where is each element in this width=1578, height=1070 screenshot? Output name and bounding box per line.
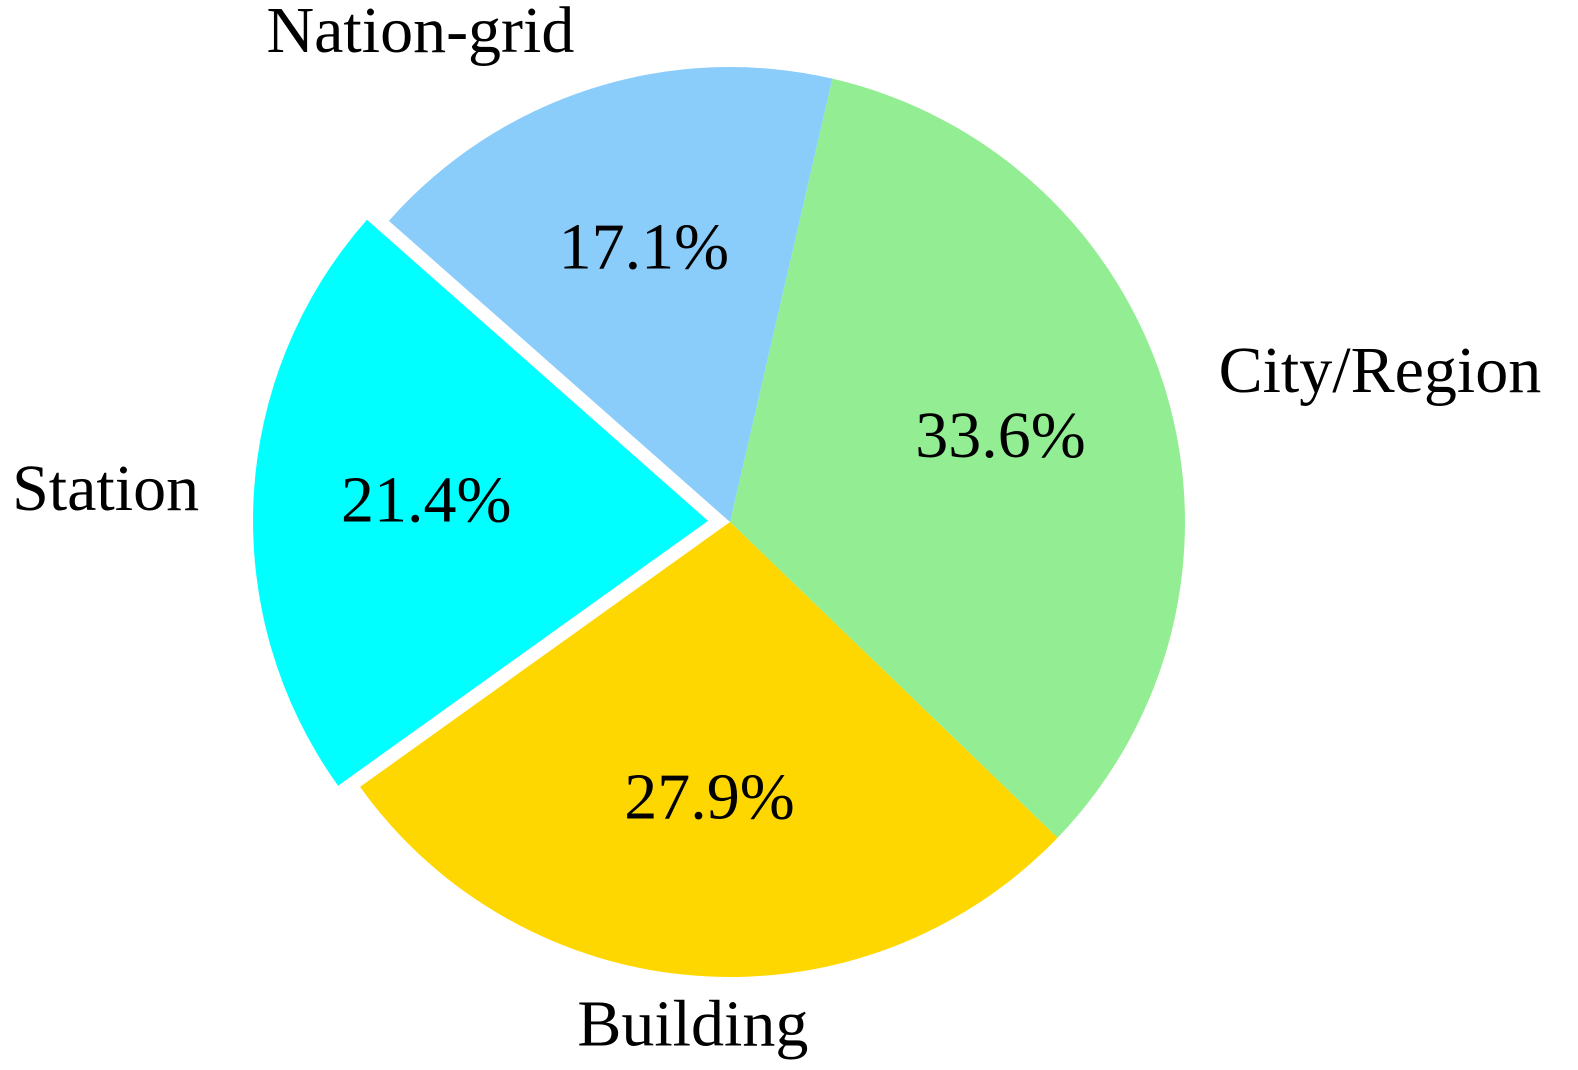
pie-category-label: City/Region	[1219, 334, 1542, 407]
pie-category-label: Building	[577, 987, 808, 1060]
pie-slice-building	[360, 522, 1058, 977]
pie-value-label: 27.9%	[624, 760, 794, 833]
pie-category-label: Nation-grid	[266, 0, 574, 67]
pie-value-label: 33.6%	[915, 399, 1085, 472]
pie-value-label: 17.1%	[559, 211, 729, 284]
pie-labels: 33.6% City/Region 27.9% Building 21.4% Statio…	[12, 0, 1541, 1060]
pie-slices	[253, 66, 1185, 977]
pie-slice-nation-grid	[388, 66, 833, 522]
pie-value-label: 21.4%	[341, 464, 511, 537]
pie-slice-city-region	[730, 78, 1185, 838]
pie-slice-station	[253, 219, 709, 786]
pie-category-label: Station	[12, 452, 199, 525]
